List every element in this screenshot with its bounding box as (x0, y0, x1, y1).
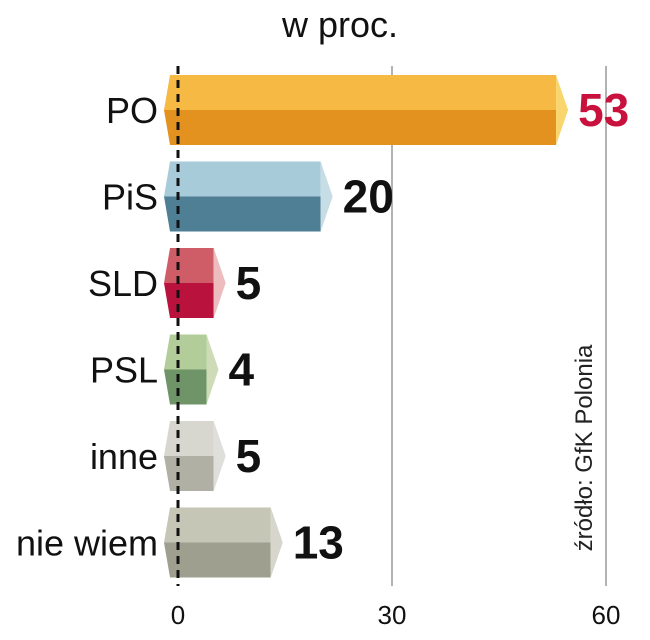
bar-top-face (164, 161, 321, 197)
category-label: PiS (102, 177, 158, 218)
value-label: 53 (578, 84, 629, 136)
bar-end-cap (213, 421, 226, 491)
bar-bottom-face (164, 456, 214, 491)
value-label: 20 (343, 171, 394, 223)
bar-bottom-face (164, 542, 271, 578)
source-note: źródło: GfK Polonia (571, 344, 598, 552)
x-tick-label: 0 (171, 600, 185, 630)
x-tick-label: 60 (592, 600, 621, 630)
category-label: nie wiem (16, 523, 158, 564)
bar-bottom-face (164, 196, 321, 232)
value-label: 5 (236, 430, 262, 482)
bar-top-face (164, 75, 557, 110)
bar-bottom-face (164, 369, 207, 405)
bar-end-cap (320, 161, 333, 232)
bar-top-face (164, 334, 207, 370)
chart-unit-title: w proc. (281, 4, 399, 45)
category-label: PO (106, 90, 158, 131)
bar-top-face (164, 248, 214, 283)
bar-bottom-face (164, 283, 214, 318)
category-label: inne (90, 436, 158, 477)
bar-top-face (164, 421, 214, 456)
category-label: SLD (88, 263, 158, 304)
bar-end-cap (213, 248, 226, 318)
bar-end-cap (270, 507, 283, 578)
bar-bottom-face (164, 110, 557, 145)
value-label: 4 (229, 344, 255, 396)
bar-end-cap (556, 75, 569, 145)
value-label: 13 (293, 517, 344, 569)
category-label: PSL (90, 350, 158, 391)
bar-top-face (164, 507, 271, 543)
bar-end-cap (206, 334, 219, 405)
x-tick-label: 30 (378, 600, 407, 630)
value-label: 5 (236, 257, 262, 309)
